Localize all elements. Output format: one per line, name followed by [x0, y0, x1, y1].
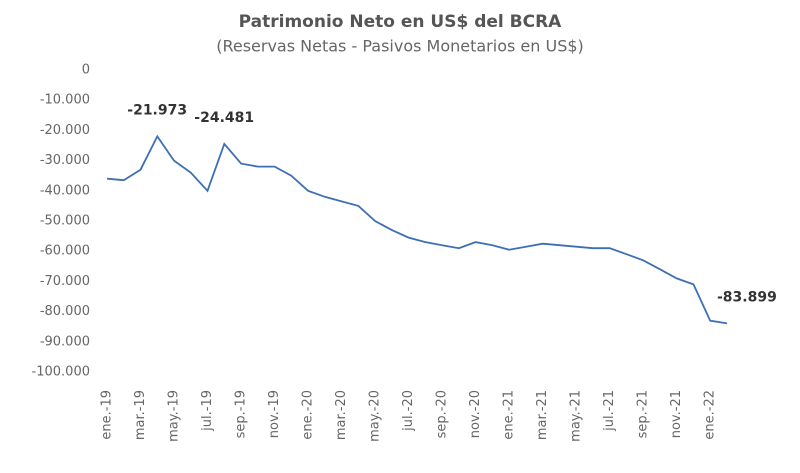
- x-tick-label: jul.-19: [200, 390, 215, 432]
- x-tick-label: ene.-19: [100, 390, 115, 440]
- y-tick-label: -100.000: [32, 365, 90, 380]
- x-tick-label: ene.-20: [301, 390, 316, 440]
- y-tick-label: -90.000: [40, 334, 90, 349]
- chart-title: Patrimonio Neto en US$ del BCRA: [239, 12, 563, 32]
- y-tick-label: -70.000: [40, 274, 90, 289]
- data-line: [106, 134, 728, 325]
- y-tick-label: 0: [82, 63, 90, 78]
- x-tick-label: ene.-22: [703, 390, 718, 440]
- x-tick-label: sep.-20: [435, 390, 450, 438]
- y-tick-label: -30.000: [40, 153, 90, 168]
- y-tick-label: -60.000: [40, 244, 90, 259]
- x-tick-label: nov.-19: [267, 390, 282, 438]
- x-tick-label: mar.-19: [133, 390, 148, 440]
- x-tick-label: may.-21: [569, 390, 584, 442]
- data-label: -21.973: [127, 102, 187, 118]
- data-label: -83.899: [717, 289, 777, 305]
- x-tick-label: sep.-19: [234, 390, 249, 438]
- x-tick-label: jul.-21: [602, 390, 617, 432]
- x-tick-label: may.-20: [368, 390, 383, 442]
- y-tick-label: -10.000: [40, 93, 90, 108]
- y-tick-label: -80.000: [40, 304, 90, 319]
- x-tick-label: mar.-20: [334, 390, 349, 440]
- y-tick-label: -20.000: [40, 123, 90, 138]
- x-tick-label: mar.-21: [535, 390, 550, 440]
- x-tick-label: jul.-20: [401, 390, 416, 432]
- chart-subtitle: (Reservas Netas - Pasivos Monetarios en …: [216, 37, 584, 56]
- y-tick-label: -50.000: [40, 214, 90, 229]
- x-tick-label: sep.-21: [636, 390, 651, 438]
- data-label: -24.481: [194, 110, 254, 126]
- x-tick-label: nov.-21: [669, 390, 684, 438]
- x-tick-label: nov.-20: [468, 390, 483, 438]
- x-tick-label: ene.-21: [502, 390, 517, 440]
- y-tick-label: -40.000: [40, 183, 90, 198]
- x-tick-label: may.-19: [167, 390, 182, 442]
